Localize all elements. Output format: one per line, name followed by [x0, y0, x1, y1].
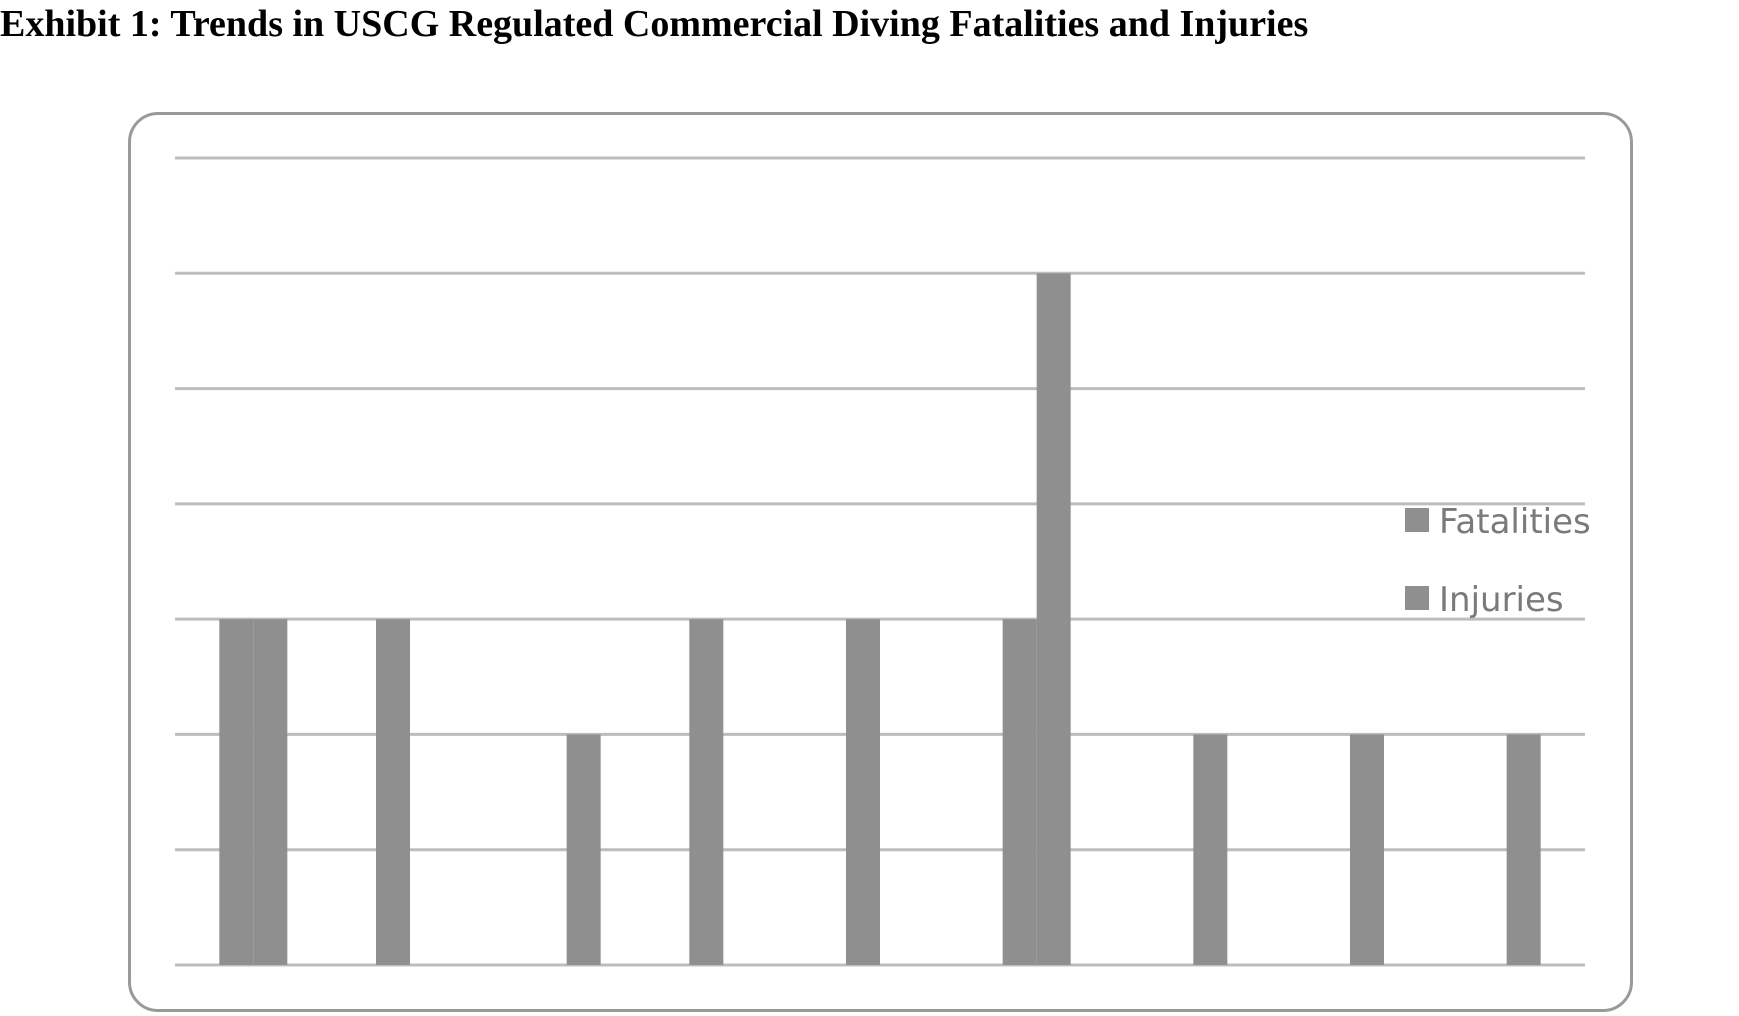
bar-fatalities-4 [846, 619, 880, 965]
bar-fatalities-1 [376, 619, 410, 965]
bar-injuries-6 [1193, 734, 1228, 965]
legend-swatch-fatalities [1405, 508, 1429, 532]
bar-fatalities-3 [689, 619, 724, 965]
legend-label-fatalities: Fatalities [1439, 502, 1591, 542]
bar-injuries-5 [1036, 273, 1071, 965]
bar-fatalities-0 [219, 619, 254, 965]
legend-label-injuries: Injuries [1439, 580, 1564, 620]
bar-injuries-0 [253, 619, 288, 965]
bar-injuries-2 [566, 734, 601, 965]
page-title: Exhibit 1: Trends in USCG Regulated Comm… [0, 3, 1309, 45]
bar-injuries-8 [1506, 734, 1541, 965]
legend-swatch-injuries [1405, 586, 1429, 610]
bar-fatalities-5 [1002, 619, 1037, 965]
bar-injuries-7 [1350, 734, 1384, 965]
